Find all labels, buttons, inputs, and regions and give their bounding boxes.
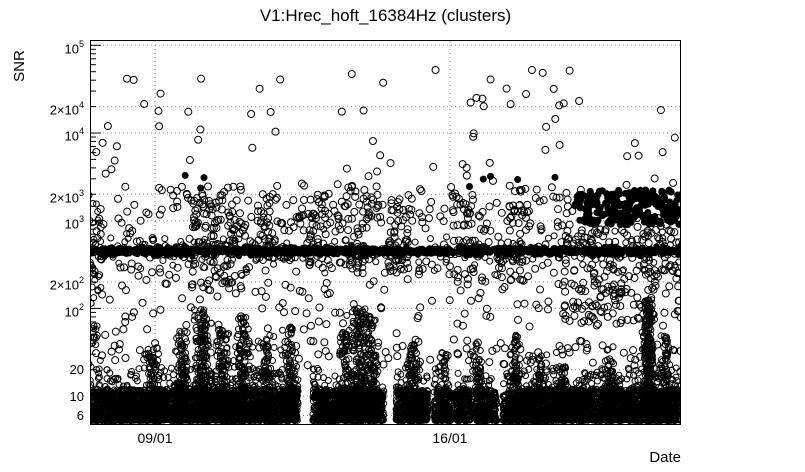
y-tick-label: 2×104 [49, 100, 84, 118]
y-tick-label: 2×103 [49, 187, 84, 206]
y-tick-label: 103 [64, 214, 84, 232]
x-tick-label: 09/01 [137, 430, 173, 446]
plot-title: V1:Hrec_hoft_16384Hz (clusters) [259, 6, 512, 25]
x-axis-title: Date [649, 449, 681, 466]
plot-area [90, 40, 681, 425]
scatter-canvas [90, 40, 681, 425]
y-tick-label: 105 [64, 38, 84, 57]
y-tick-label: 6 [76, 408, 84, 423]
y-tick-label: 20 [69, 362, 84, 378]
y-tick-label: 10 [69, 388, 84, 404]
y-tick-label: 102 [64, 301, 84, 320]
y-tick-label: 2×102 [49, 275, 84, 293]
x-tick-label: 16/01 [432, 430, 468, 446]
y-tick-label: 104 [64, 126, 84, 144]
